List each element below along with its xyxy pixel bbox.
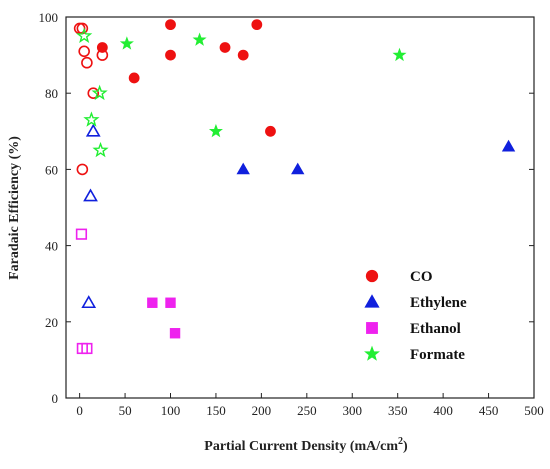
co-filled-point <box>237 49 249 61</box>
y-tick-label: 100 <box>39 10 59 25</box>
legend-co-label: CO <box>410 269 433 285</box>
x-axis-label: Partial Current Density (mA/cm2) <box>204 436 408 454</box>
co-filled-point <box>265 125 276 137</box>
formate-open-point <box>76 27 93 43</box>
y-tick-label: 40 <box>45 239 58 254</box>
x-tick-label: 50 <box>119 403 132 418</box>
co-filled-point <box>251 19 263 31</box>
co-filled-point <box>96 42 108 53</box>
ethanol-open-point <box>81 342 93 355</box>
ethanol-filled-point <box>169 328 181 339</box>
legend-ethanol-label: Ethanol <box>410 321 461 337</box>
x-tick-label: 450 <box>479 403 499 418</box>
y-tick-label: 20 <box>45 315 58 330</box>
ethanol-open-point <box>75 228 88 240</box>
formate-filled-point <box>208 123 223 138</box>
co-open-point <box>76 163 89 176</box>
plot-border <box>65 16 535 399</box>
co-filled-point <box>128 72 140 84</box>
legend: CO Ethylene Ethanol Formate <box>364 269 467 363</box>
x-tick-label: 400 <box>433 403 453 418</box>
formate-filled-point <box>392 47 407 62</box>
y-tick-label: 80 <box>45 86 58 101</box>
x-tick-label: 100 <box>161 403 181 418</box>
legend-ethylene-label: Ethylene <box>410 295 467 311</box>
legend-ethylene-marker <box>364 294 380 308</box>
x-tick-label: 300 <box>343 403 363 418</box>
data-points <box>73 19 516 355</box>
x-tick-label: 500 <box>524 403 544 418</box>
ethylene-open-point <box>83 188 98 202</box>
plot-frame <box>65 16 535 399</box>
legend-ethanol-marker <box>366 322 378 334</box>
formate-open-point <box>92 141 109 158</box>
x-tick-label: 350 <box>388 403 408 418</box>
x-tick-label: 200 <box>252 403 272 418</box>
x-tick-label: 0 <box>76 403 83 418</box>
co-open-point <box>78 45 90 58</box>
legend-co-marker <box>365 269 379 283</box>
y-axis-label: Faradaic Efficiency (%) <box>7 136 22 280</box>
legend-formate-marker <box>364 345 380 361</box>
ethylene-filled-point <box>501 139 516 152</box>
formate-open-point <box>83 111 100 127</box>
co-filled-point <box>165 19 176 31</box>
ethanol-filled-point <box>147 297 158 308</box>
axis-ticks: 0 50 100 150 200 250 300 350 400 450 500 0 20 40 60 80 1… <box>39 10 544 418</box>
x-tick-label: 250 <box>297 403 317 418</box>
formate-open-point <box>91 84 108 101</box>
x-tick-label: 150 <box>206 403 226 418</box>
ethanol-filled-point <box>165 297 176 308</box>
formate-filled-point <box>192 32 207 46</box>
co-filled-point <box>165 49 176 61</box>
co-filled-point <box>219 42 231 53</box>
ethylene-filled-point <box>236 162 250 175</box>
co-open-point <box>81 56 93 69</box>
ethylene-open-point <box>85 123 101 137</box>
legend-formate-label: Formate <box>410 347 465 363</box>
ethylene-open-point <box>81 295 97 309</box>
y-tick-label: 60 <box>45 162 58 177</box>
co-open-point <box>87 87 100 99</box>
ethylene-filled-point <box>291 162 305 175</box>
formate-filled-point <box>119 36 134 50</box>
y-tick-label: 0 <box>52 391 59 406</box>
